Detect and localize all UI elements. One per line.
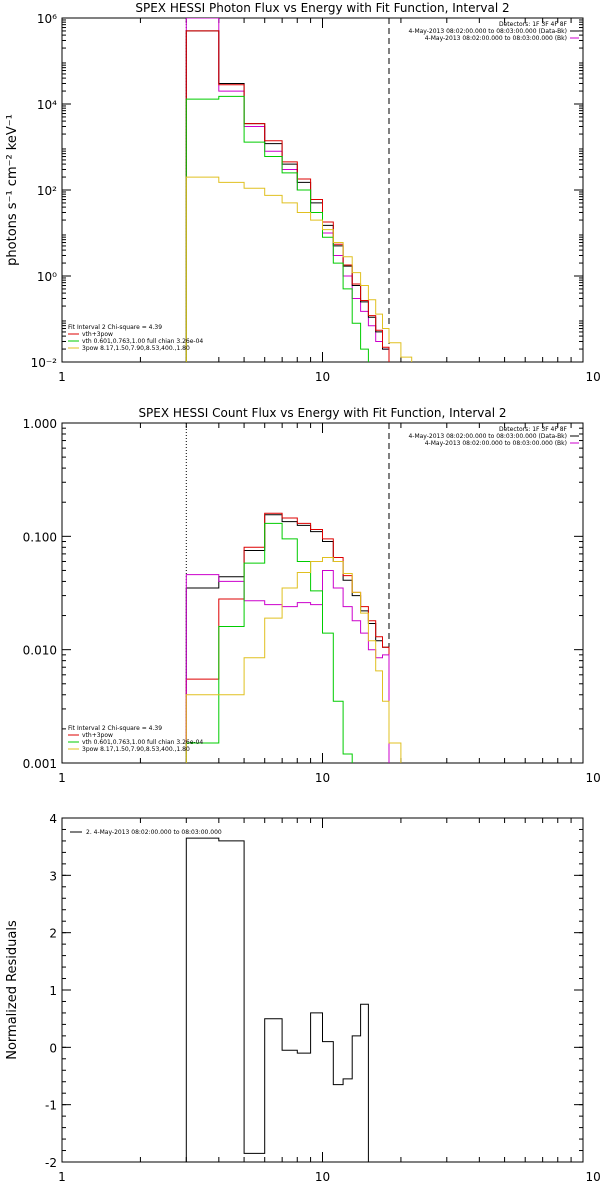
y-tick-label: -2 bbox=[45, 1156, 57, 1170]
legend-entry-text: vth+3pow bbox=[82, 331, 113, 338]
x-tick-label: 100 bbox=[586, 370, 600, 384]
x-tick-label: 100 bbox=[586, 771, 600, 785]
legend-entry-text: 4-May-2013 08:02:00.000 to 08:03:00.000 … bbox=[408, 433, 567, 440]
legend-bottom-left: Fit Interval 2 Chi-square = 4.39vth+3pow… bbox=[68, 324, 203, 352]
legend-top-right: Detectors: 1F 3F 4F 8F4-May-2013 08:02:0… bbox=[408, 21, 579, 42]
y-axis-label: photons s⁻¹ cm⁻² keV⁻¹ bbox=[5, 114, 20, 266]
series-thermal-line bbox=[185, 95, 369, 362]
legend-entry-text: 4-May-2013 08:02:00.000 to 08:03:00.000 … bbox=[408, 28, 567, 35]
y-tick-label: 0.010 bbox=[23, 644, 57, 658]
chart-panel-2: SPEX HESSI Count Flux vs Energy with Fit… bbox=[23, 406, 600, 785]
series-nonthermal-line bbox=[185, 176, 413, 362]
legend-residuals: 2. 4-May-2013 08:02:00.000 to 08:03:00.0… bbox=[70, 829, 222, 836]
y-tick-label: 0.001 bbox=[23, 757, 57, 771]
x-tick-label: 100 bbox=[586, 1170, 600, 1184]
y-tick-label: 10² bbox=[37, 184, 57, 198]
y-tick-label: 2 bbox=[49, 927, 57, 941]
x-tick-label: 1 bbox=[58, 370, 66, 384]
y-tick-label: 1.000 bbox=[23, 417, 57, 431]
series-nonthermal-line bbox=[185, 557, 402, 763]
legend-entry-text: Fit Interval 2 Chi-square = 4.39 bbox=[68, 324, 162, 331]
legend-entry-text: Fit Interval 2 Chi-square = 4.39 bbox=[68, 725, 162, 732]
y-tick-label: 10⁴ bbox=[37, 98, 57, 112]
legend-entry-text: Detectors: 1F 3F 4F 8F bbox=[499, 21, 568, 28]
x-tick-label: 10 bbox=[315, 1170, 330, 1184]
plot-data bbox=[185, 512, 402, 763]
y-tick-label: 10⁶ bbox=[37, 12, 57, 26]
chart-title: SPEX HESSI Count Flux vs Energy with Fit… bbox=[138, 406, 506, 420]
series-detectors-line bbox=[185, 570, 390, 763]
plot-frame bbox=[61, 17, 584, 363]
chart-title: SPEX HESSI Photon Flux vs Energy with Fi… bbox=[135, 1, 509, 15]
chart-panel-1: SPEX HESSI Photon Flux vs Energy with Fi… bbox=[5, 1, 600, 384]
legend-entry-text: 3pow 8.17,1.50,7.90,8.53,400.,1.80 bbox=[82, 345, 190, 352]
y-tick-label: -1 bbox=[45, 1099, 57, 1113]
chart-panel-3: 1 10 100 -2 -1 0 1 2 3 4 Normalized Residuals 2. 4-… bbox=[5, 812, 600, 1184]
y-tick-label: 10⁻² bbox=[31, 356, 58, 370]
legend-bottom-left: Fit Interval 2 Chi-square = 4.39vth+3pow… bbox=[68, 725, 203, 753]
y-axis-label: Normalized Residuals bbox=[5, 920, 20, 1060]
series-model-line bbox=[185, 512, 390, 763]
y-tick-label: 0 bbox=[49, 1041, 57, 1055]
plot-data bbox=[185, 18, 413, 362]
legend-entry-text: vth 0.601,0.763,1.00 full chian 3.26e-04 bbox=[82, 739, 203, 746]
y-tick-label: 10⁰ bbox=[37, 270, 57, 284]
series-total-line bbox=[185, 30, 390, 362]
series-detectors-line bbox=[185, 18, 390, 362]
series-total-line bbox=[185, 514, 390, 763]
series-total-line bbox=[185, 837, 369, 1162]
x-tick-label: 1 bbox=[58, 771, 66, 785]
legend-entry-text: 2. 4-May-2013 08:02:00.000 to 08:03:00.0… bbox=[86, 829, 222, 836]
x-tick-label: 10 bbox=[315, 370, 330, 384]
x-tick-label: 1 bbox=[58, 1170, 66, 1184]
y-tick-label: 3 bbox=[49, 869, 57, 883]
series-thermal-line bbox=[185, 522, 353, 763]
legend-entry-text: 4-May-2013 08:02:00.000 to 08:03:00.000 … bbox=[425, 35, 567, 42]
series-model-line bbox=[185, 30, 390, 362]
legend-entry-text: Detectors: 1F 3F 4F 8F bbox=[499, 426, 568, 433]
legend-entry-text: vth 0.601,0.763,1.00 full chian 3.26e-04 bbox=[82, 338, 203, 345]
legend-entry-text: vth+3pow bbox=[82, 732, 113, 739]
y-tick-label: 1 bbox=[49, 984, 57, 998]
legend-entry-text: 4-May-2013 08:02:00.000 to 08:03:00.000 … bbox=[425, 440, 567, 447]
plot-data bbox=[185, 837, 369, 1162]
legend-entry-text: 3pow 8.17,1.50,7.90,8.53,400.,1.80 bbox=[82, 746, 190, 753]
legend-top-right: Detectors: 1F 3F 4F 8F4-May-2013 08:02:0… bbox=[408, 426, 579, 447]
y-tick-label: 4 bbox=[49, 812, 57, 826]
plot-frame bbox=[61, 817, 584, 1163]
y-tick-label: 0.100 bbox=[23, 530, 57, 544]
x-tick-label: 10 bbox=[315, 771, 330, 785]
